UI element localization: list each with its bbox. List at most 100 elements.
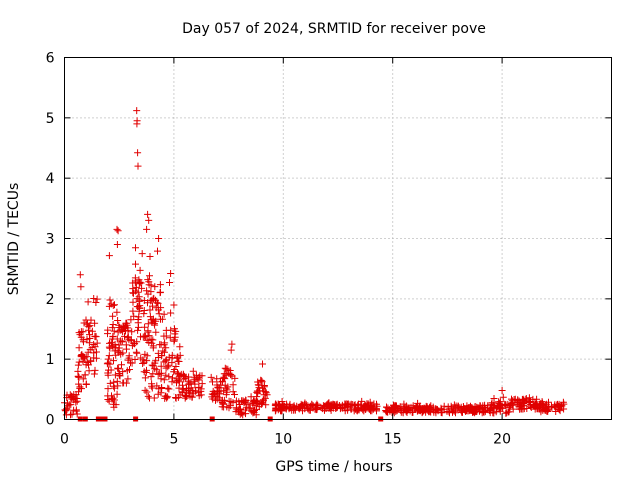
data-point: [167, 309, 175, 317]
data-point: [539, 399, 547, 407]
data-point: [229, 381, 237, 389]
data-point: [168, 378, 176, 386]
data-point: [74, 367, 82, 375]
data-point: [175, 384, 183, 392]
data-point: [457, 405, 465, 413]
data-point: [119, 368, 127, 376]
data-point: [84, 298, 92, 306]
y-tick-label: 6: [46, 51, 55, 67]
data-point: [465, 407, 473, 415]
x-axis-label: GPS time / hours: [275, 459, 392, 475]
data-point: [136, 266, 144, 274]
data-point: [131, 340, 139, 348]
data-point: [134, 303, 142, 310]
data-point: [86, 335, 94, 342]
data-point: [452, 402, 460, 410]
data-point: [79, 375, 87, 383]
data-point: [92, 299, 100, 306]
data-point: [84, 319, 91, 327]
data-point: [112, 351, 120, 359]
data-point: [176, 343, 184, 351]
data-point: [141, 374, 149, 382]
data-point: [501, 400, 509, 408]
data-point: [148, 384, 156, 392]
data-point: [85, 323, 93, 331]
data-point: [149, 316, 157, 324]
data-point: [168, 354, 176, 362]
data-point: [213, 375, 221, 383]
data-point: [322, 405, 330, 412]
data-point: [106, 379, 114, 387]
data-point: [257, 376, 265, 384]
data-point: [153, 366, 161, 374]
data-point: [132, 244, 139, 252]
data-point: [108, 324, 116, 332]
data-point: [118, 338, 126, 346]
data-point: [81, 371, 89, 379]
data-point: [179, 385, 187, 393]
data-point: [143, 366, 150, 374]
y-tick-label: 5: [46, 111, 55, 127]
data-point: [110, 396, 118, 404]
data-point: [76, 331, 84, 339]
data-point: [295, 405, 303, 413]
data-point: [449, 406, 457, 414]
data-point: [126, 366, 133, 373]
data-point: [162, 344, 170, 352]
data-point: [140, 358, 148, 366]
data-point: [214, 383, 222, 391]
data-point: [124, 375, 132, 383]
data-point: [146, 272, 153, 280]
data-point: [162, 371, 170, 379]
data-point: [171, 330, 179, 338]
data-point: [160, 332, 168, 340]
data-point: [189, 367, 197, 375]
data-point: [135, 323, 142, 331]
data-point: [76, 383, 84, 391]
data-point: [113, 308, 121, 316]
data-point: [161, 394, 169, 402]
data-point: [146, 394, 153, 402]
data-point: [144, 327, 152, 335]
grid: [64, 57, 612, 420]
data-point: [164, 363, 172, 371]
data-point: [67, 401, 75, 409]
data-point: [107, 338, 115, 346]
data-point: [314, 401, 322, 409]
data-point: [159, 347, 167, 355]
data-point: [113, 377, 121, 385]
data-point: [259, 360, 266, 368]
data-point: [108, 392, 115, 400]
data-point: [150, 294, 158, 302]
data-point: [341, 407, 349, 415]
data-point: [114, 227, 122, 235]
data-point: [191, 375, 199, 383]
data-point: [221, 381, 229, 389]
data-point: [111, 301, 118, 309]
data-point: [149, 302, 156, 310]
data-point: [131, 277, 139, 285]
data-point: [170, 301, 178, 309]
data-point: [93, 295, 101, 303]
data-point: [537, 406, 545, 414]
data-point: [508, 400, 516, 408]
data-point: [188, 393, 196, 401]
y-tick-label: 1: [46, 352, 55, 368]
data-point: [260, 382, 268, 389]
data-point: [162, 357, 170, 365]
data-point: [274, 400, 282, 408]
data-point: [158, 384, 166, 391]
data-point: [137, 354, 145, 362]
data-point: [134, 326, 142, 334]
data-point: [154, 370, 162, 378]
data-point: [74, 361, 82, 369]
data-point: [236, 410, 244, 418]
data-point: [105, 366, 112, 374]
data-point: [450, 407, 458, 415]
x-tick-label: 10: [274, 432, 292, 448]
data-point: [64, 399, 71, 407]
data-point: [75, 373, 83, 381]
data-point: [157, 288, 164, 296]
data-point: [444, 403, 452, 411]
